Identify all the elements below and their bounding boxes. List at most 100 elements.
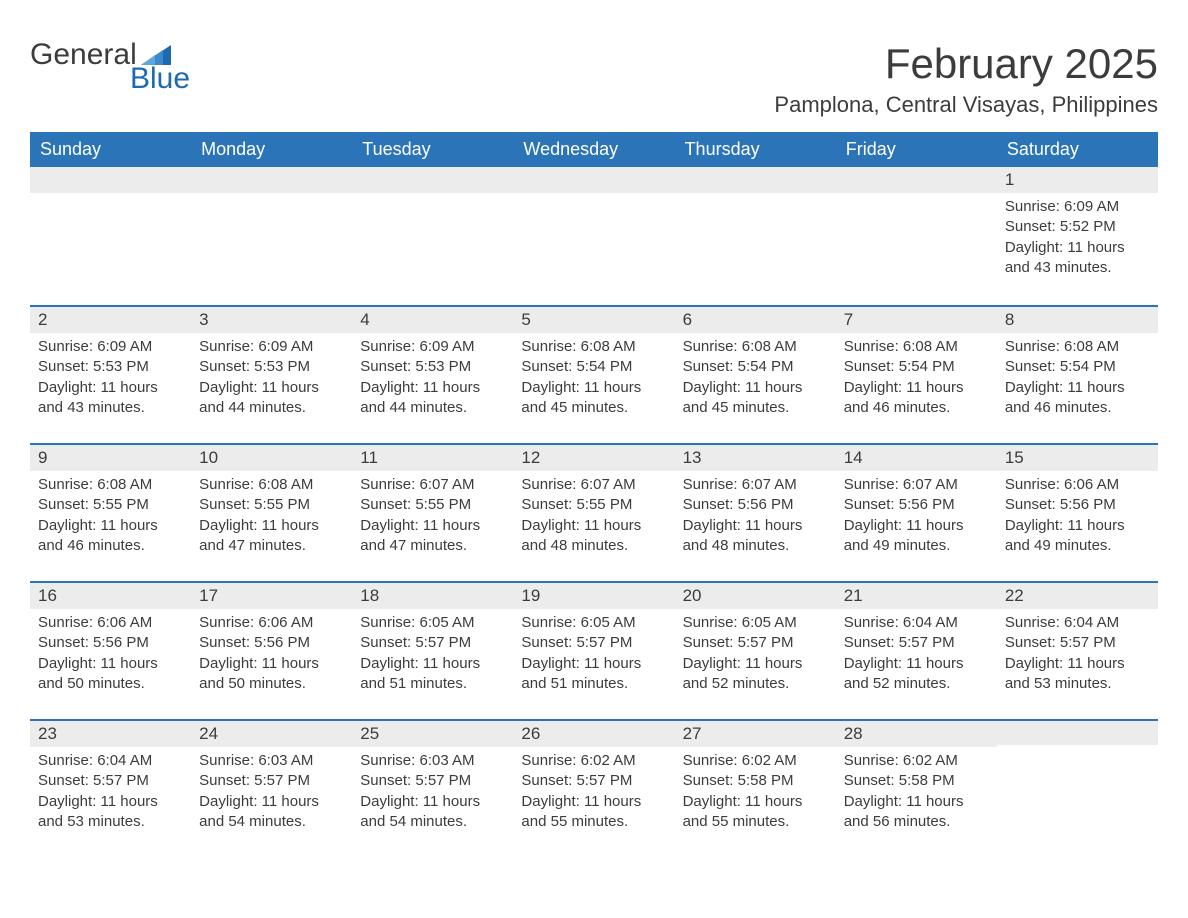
day-details: Sunrise: 6:07 AMSunset: 5:56 PMDaylight:… — [675, 471, 836, 564]
sunrise-line: Sunrise: 6:09 AM — [360, 337, 505, 357]
sunset-line: Sunset: 5:53 PM — [360, 357, 505, 377]
calendar-cell: 5Sunrise: 6:08 AMSunset: 5:54 PMDaylight… — [513, 305, 674, 443]
daylight-line: Daylight: 11 hours and 46 minutes. — [844, 378, 989, 419]
sunset-line: Sunset: 5:57 PM — [199, 771, 344, 791]
sunrise-line: Sunrise: 6:02 AM — [844, 751, 989, 771]
calendar-cell: 14Sunrise: 6:07 AMSunset: 5:56 PMDayligh… — [836, 443, 997, 581]
sunset-line: Sunset: 5:56 PM — [38, 633, 183, 653]
day-number: 23 — [30, 719, 191, 747]
calendar-cell — [675, 167, 836, 305]
weekday-header: Wednesday — [513, 132, 674, 167]
sunrise-line: Sunrise: 6:04 AM — [38, 751, 183, 771]
day-details: Sunrise: 6:07 AMSunset: 5:55 PMDaylight:… — [513, 471, 674, 564]
sunset-line: Sunset: 5:53 PM — [38, 357, 183, 377]
sunrise-line: Sunrise: 6:02 AM — [521, 751, 666, 771]
calendar-cell: 10Sunrise: 6:08 AMSunset: 5:55 PMDayligh… — [191, 443, 352, 581]
calendar-cell: 19Sunrise: 6:05 AMSunset: 5:57 PMDayligh… — [513, 581, 674, 719]
sunset-line: Sunset: 5:57 PM — [38, 771, 183, 791]
day-details: Sunrise: 6:02 AMSunset: 5:58 PMDaylight:… — [675, 747, 836, 840]
sunset-line: Sunset: 5:54 PM — [521, 357, 666, 377]
daylight-line: Daylight: 11 hours and 43 minutes. — [38, 378, 183, 419]
day-number: 13 — [675, 443, 836, 471]
sunset-line: Sunset: 5:57 PM — [521, 633, 666, 653]
calendar-cell: 17Sunrise: 6:06 AMSunset: 5:56 PMDayligh… — [191, 581, 352, 719]
calendar-cell — [997, 719, 1158, 857]
calendar-week: 23Sunrise: 6:04 AMSunset: 5:57 PMDayligh… — [30, 719, 1158, 857]
daylight-line: Daylight: 11 hours and 55 minutes. — [521, 792, 666, 833]
sunset-line: Sunset: 5:53 PM — [199, 357, 344, 377]
day-details: Sunrise: 6:02 AMSunset: 5:58 PMDaylight:… — [836, 747, 997, 840]
sunset-line: Sunset: 5:55 PM — [521, 495, 666, 515]
sunset-line: Sunset: 5:52 PM — [1005, 217, 1150, 237]
day-number: 5 — [513, 305, 674, 333]
sunrise-line: Sunrise: 6:04 AM — [844, 613, 989, 633]
daylight-line: Daylight: 11 hours and 51 minutes. — [521, 654, 666, 695]
weekday-header: Tuesday — [352, 132, 513, 167]
sunrise-line: Sunrise: 6:03 AM — [199, 751, 344, 771]
daylight-line: Daylight: 11 hours and 48 minutes. — [521, 516, 666, 557]
sunrise-line: Sunrise: 6:08 AM — [683, 337, 828, 357]
calendar-cell — [191, 167, 352, 305]
calendar-cell: 16Sunrise: 6:06 AMSunset: 5:56 PMDayligh… — [30, 581, 191, 719]
calendar-cell: 25Sunrise: 6:03 AMSunset: 5:57 PMDayligh… — [352, 719, 513, 857]
day-number: 25 — [352, 719, 513, 747]
calendar-cell: 26Sunrise: 6:02 AMSunset: 5:57 PMDayligh… — [513, 719, 674, 857]
sunrise-line: Sunrise: 6:08 AM — [844, 337, 989, 357]
day-number: 22 — [997, 581, 1158, 609]
calendar-cell: 9Sunrise: 6:08 AMSunset: 5:55 PMDaylight… — [30, 443, 191, 581]
calendar-cell — [836, 167, 997, 305]
sunset-line: Sunset: 5:57 PM — [844, 633, 989, 653]
calendar-cell: 4Sunrise: 6:09 AMSunset: 5:53 PMDaylight… — [352, 305, 513, 443]
sunrise-line: Sunrise: 6:06 AM — [1005, 475, 1150, 495]
day-number: 4 — [352, 305, 513, 333]
daylight-line: Daylight: 11 hours and 43 minutes. — [1005, 238, 1150, 279]
calendar-body: 1Sunrise: 6:09 AMSunset: 5:52 PMDaylight… — [30, 167, 1158, 857]
calendar-week: 16Sunrise: 6:06 AMSunset: 5:56 PMDayligh… — [30, 581, 1158, 719]
day-number: 19 — [513, 581, 674, 609]
daylight-line: Daylight: 11 hours and 47 minutes. — [360, 516, 505, 557]
day-number: 26 — [513, 719, 674, 747]
calendar-cell: 27Sunrise: 6:02 AMSunset: 5:58 PMDayligh… — [675, 719, 836, 857]
weekday-header: Thursday — [675, 132, 836, 167]
sunrise-line: Sunrise: 6:09 AM — [199, 337, 344, 357]
day-number: 6 — [675, 305, 836, 333]
day-details: Sunrise: 6:09 AMSunset: 5:53 PMDaylight:… — [352, 333, 513, 426]
calendar-cell: 15Sunrise: 6:06 AMSunset: 5:56 PMDayligh… — [997, 443, 1158, 581]
logo-text-blue: Blue — [30, 64, 190, 94]
sunrise-line: Sunrise: 6:07 AM — [521, 475, 666, 495]
day-details: Sunrise: 6:03 AMSunset: 5:57 PMDaylight:… — [352, 747, 513, 840]
calendar-week: 1Sunrise: 6:09 AMSunset: 5:52 PMDaylight… — [30, 167, 1158, 305]
daylight-line: Daylight: 11 hours and 54 minutes. — [360, 792, 505, 833]
sunrise-line: Sunrise: 6:04 AM — [1005, 613, 1150, 633]
daylight-line: Daylight: 11 hours and 52 minutes. — [844, 654, 989, 695]
sunset-line: Sunset: 5:58 PM — [683, 771, 828, 791]
sunset-line: Sunset: 5:57 PM — [360, 771, 505, 791]
calendar-cell — [513, 167, 674, 305]
empty-day-bar — [997, 719, 1158, 745]
calendar-cell: 7Sunrise: 6:08 AMSunset: 5:54 PMDaylight… — [836, 305, 997, 443]
day-number: 2 — [30, 305, 191, 333]
day-details: Sunrise: 6:02 AMSunset: 5:57 PMDaylight:… — [513, 747, 674, 840]
daylight-line: Daylight: 11 hours and 44 minutes. — [360, 378, 505, 419]
day-number: 15 — [997, 443, 1158, 471]
daylight-line: Daylight: 11 hours and 50 minutes. — [199, 654, 344, 695]
daylight-line: Daylight: 11 hours and 55 minutes. — [683, 792, 828, 833]
daylight-line: Daylight: 11 hours and 54 minutes. — [199, 792, 344, 833]
sunset-line: Sunset: 5:56 PM — [683, 495, 828, 515]
calendar-cell: 28Sunrise: 6:02 AMSunset: 5:58 PMDayligh… — [836, 719, 997, 857]
day-details: Sunrise: 6:05 AMSunset: 5:57 PMDaylight:… — [513, 609, 674, 702]
sunset-line: Sunset: 5:54 PM — [1005, 357, 1150, 377]
day-details: Sunrise: 6:08 AMSunset: 5:54 PMDaylight:… — [513, 333, 674, 426]
day-number: 10 — [191, 443, 352, 471]
logo: General Blue — [30, 40, 190, 94]
month-title: February 2025 — [774, 40, 1158, 88]
calendar-cell: 24Sunrise: 6:03 AMSunset: 5:57 PMDayligh… — [191, 719, 352, 857]
day-number: 20 — [675, 581, 836, 609]
daylight-line: Daylight: 11 hours and 46 minutes. — [38, 516, 183, 557]
sunset-line: Sunset: 5:55 PM — [199, 495, 344, 515]
day-number: 1 — [997, 167, 1158, 193]
title-block: February 2025 Pamplona, Central Visayas,… — [774, 40, 1158, 118]
calendar-cell: 2Sunrise: 6:09 AMSunset: 5:53 PMDaylight… — [30, 305, 191, 443]
calendar-cell: 11Sunrise: 6:07 AMSunset: 5:55 PMDayligh… — [352, 443, 513, 581]
sunrise-line: Sunrise: 6:06 AM — [38, 613, 183, 633]
